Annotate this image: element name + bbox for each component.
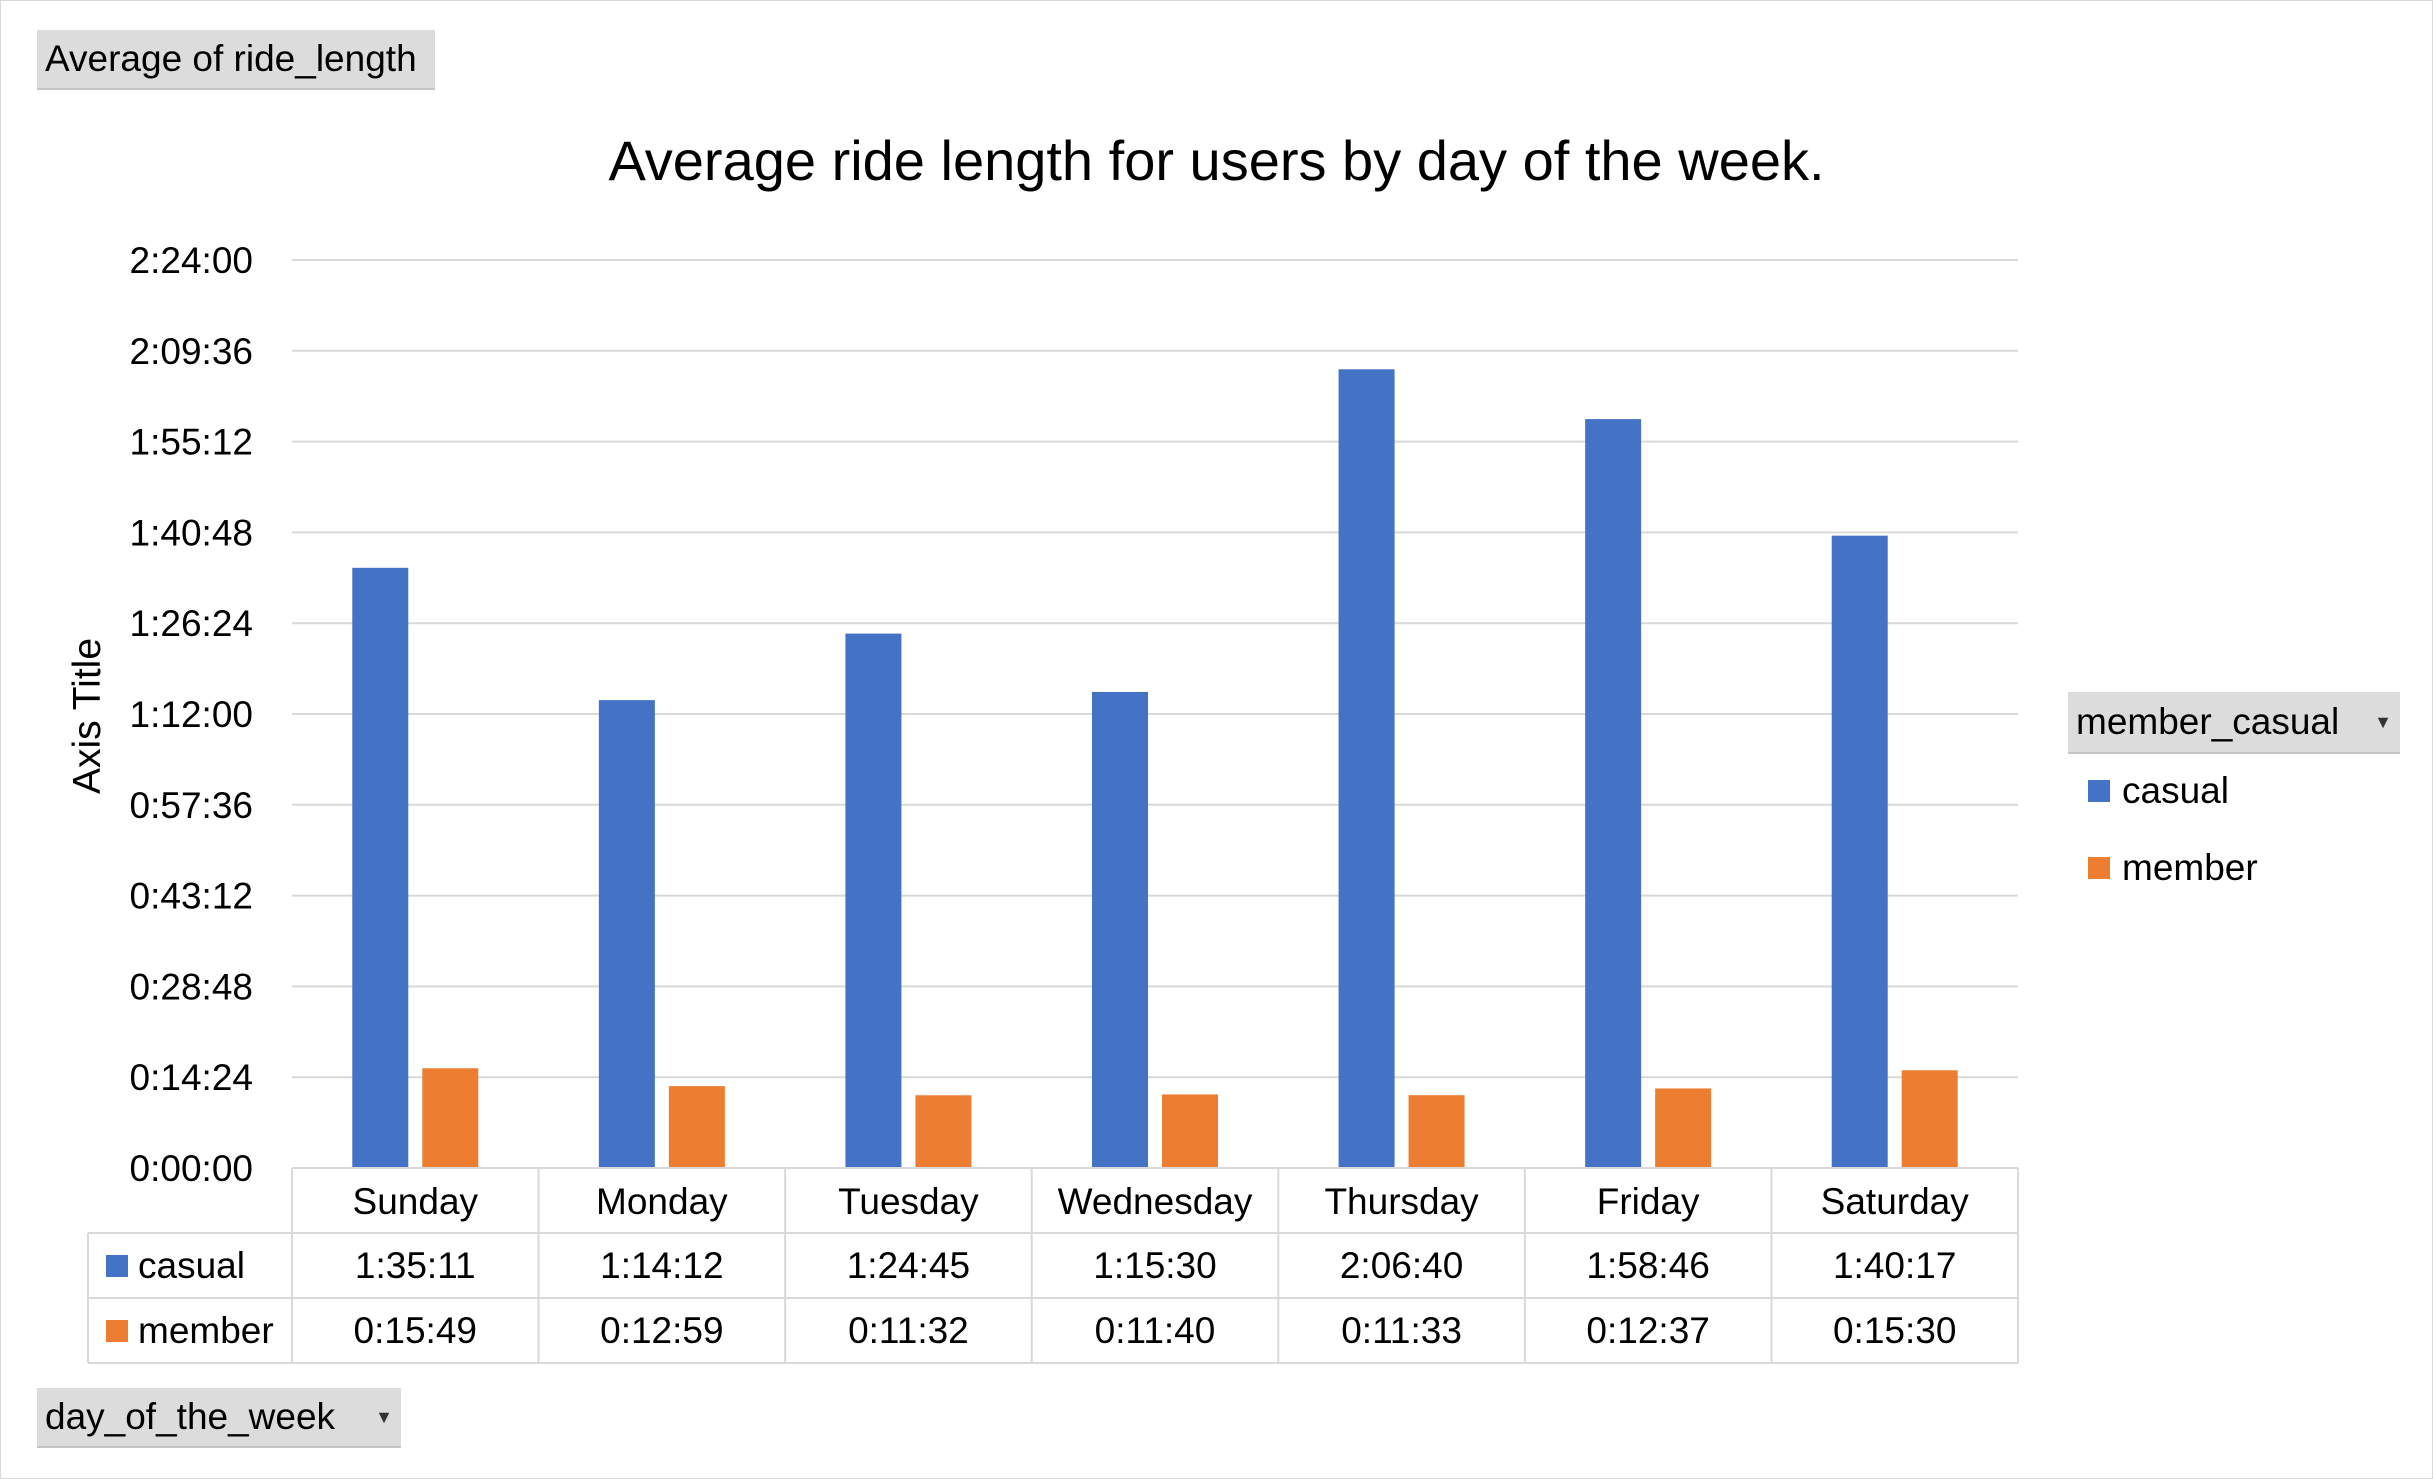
- data-label: 0:11:33: [1341, 1310, 1462, 1351]
- data-label: 0:12:37: [1586, 1310, 1709, 1351]
- x-tick-label: Wednesday: [1058, 1181, 1253, 1222]
- bar-casual-monday: [598, 700, 655, 1168]
- bar-casual-sunday: [352, 567, 409, 1168]
- bar-casual-tuesday: [845, 633, 902, 1168]
- series-field-button[interactable]: member_casual ▼: [2068, 692, 2400, 754]
- y-tick-label: 2:09:36: [130, 331, 253, 372]
- data-label: 0:15:30: [1833, 1310, 1956, 1351]
- x-tick-label: Friday: [1597, 1181, 1700, 1222]
- bar-casual-friday: [1585, 419, 1642, 1168]
- legend-label-casual: casual: [2122, 770, 2229, 811]
- y-tick-label: 0:00:00: [130, 1148, 253, 1189]
- data-label: 0:15:49: [354, 1310, 477, 1351]
- data-label: 1:58:46: [1586, 1245, 1709, 1286]
- table-legend-key-casual: [106, 1255, 128, 1277]
- data-label: 0:11:32: [848, 1310, 969, 1351]
- x-tick-label: Monday: [596, 1181, 728, 1222]
- y-tick-label: 1:40:48: [130, 512, 253, 553]
- bar-member-thursday: [1408, 1095, 1465, 1168]
- bar-casual-wednesday: [1092, 691, 1148, 1168]
- y-tick-label: 0:14:24: [130, 1057, 253, 1098]
- legend-item-member: member: [2088, 847, 2258, 889]
- x-tick-label: Saturday: [1821, 1181, 1970, 1222]
- y-tick-label: 0:28:48: [130, 966, 253, 1007]
- bar-member-friday: [1655, 1088, 1712, 1168]
- chart-title: Average ride length for users by day of …: [608, 129, 1825, 192]
- dropdown-arrow-icon: ▼: [2374, 711, 2392, 732]
- y-tick-label: 0:43:12: [130, 876, 253, 917]
- x-tick-label: Tuesday: [838, 1181, 979, 1222]
- legend-swatch-member: [2088, 857, 2110, 879]
- bar-member-saturday: [1901, 1070, 1958, 1168]
- bar-casual-thursday: [1338, 369, 1395, 1169]
- x-tick-label: Thursday: [1324, 1181, 1479, 1222]
- data-label: 1:35:11: [355, 1245, 476, 1286]
- bar-member-monday: [668, 1086, 725, 1168]
- table-legend-key-member: [106, 1320, 128, 1342]
- row-field-button[interactable]: day_of_the_week ▼: [37, 1388, 401, 1448]
- legend-swatch-casual: [2088, 780, 2110, 802]
- row-field-label: day_of_the_week: [45, 1396, 336, 1437]
- y-tick-label: 2:24:00: [130, 240, 253, 281]
- data-label: 2:06:40: [1340, 1245, 1463, 1286]
- data-label: 1:14:12: [600, 1245, 723, 1286]
- y-tick-label: 1:26:24: [130, 603, 253, 644]
- data-label: 1:15:30: [1093, 1245, 1216, 1286]
- bar-member-tuesday: [915, 1095, 972, 1168]
- value-field-label: Average of ride_length: [45, 38, 417, 79]
- series-field-label: member_casual: [2076, 701, 2340, 742]
- value-field-button[interactable]: Average of ride_length: [37, 30, 435, 90]
- x-tick-label: Sunday: [353, 1181, 479, 1222]
- legend-item-casual: casual: [2088, 770, 2229, 812]
- table-series-label: casual: [138, 1245, 245, 1286]
- dropdown-arrow-icon: ▼: [375, 1406, 393, 1427]
- data-label: 0:12:59: [600, 1310, 723, 1351]
- data-label: 1:24:45: [847, 1245, 970, 1286]
- y-tick-label: 1:55:12: [130, 422, 253, 463]
- y-tick-label: 0:57:36: [130, 785, 253, 826]
- y-tick-label: 1:12:00: [130, 694, 253, 735]
- legend-label-member: member: [2122, 847, 2258, 888]
- data-label: 1:40:17: [1833, 1245, 1956, 1286]
- bar-member-wednesday: [1162, 1094, 1218, 1168]
- data-label: 0:11:40: [1095, 1310, 1216, 1351]
- table-series-label: member: [138, 1310, 274, 1351]
- bar-member-sunday: [422, 1068, 479, 1168]
- bar-casual-saturday: [1831, 535, 1888, 1168]
